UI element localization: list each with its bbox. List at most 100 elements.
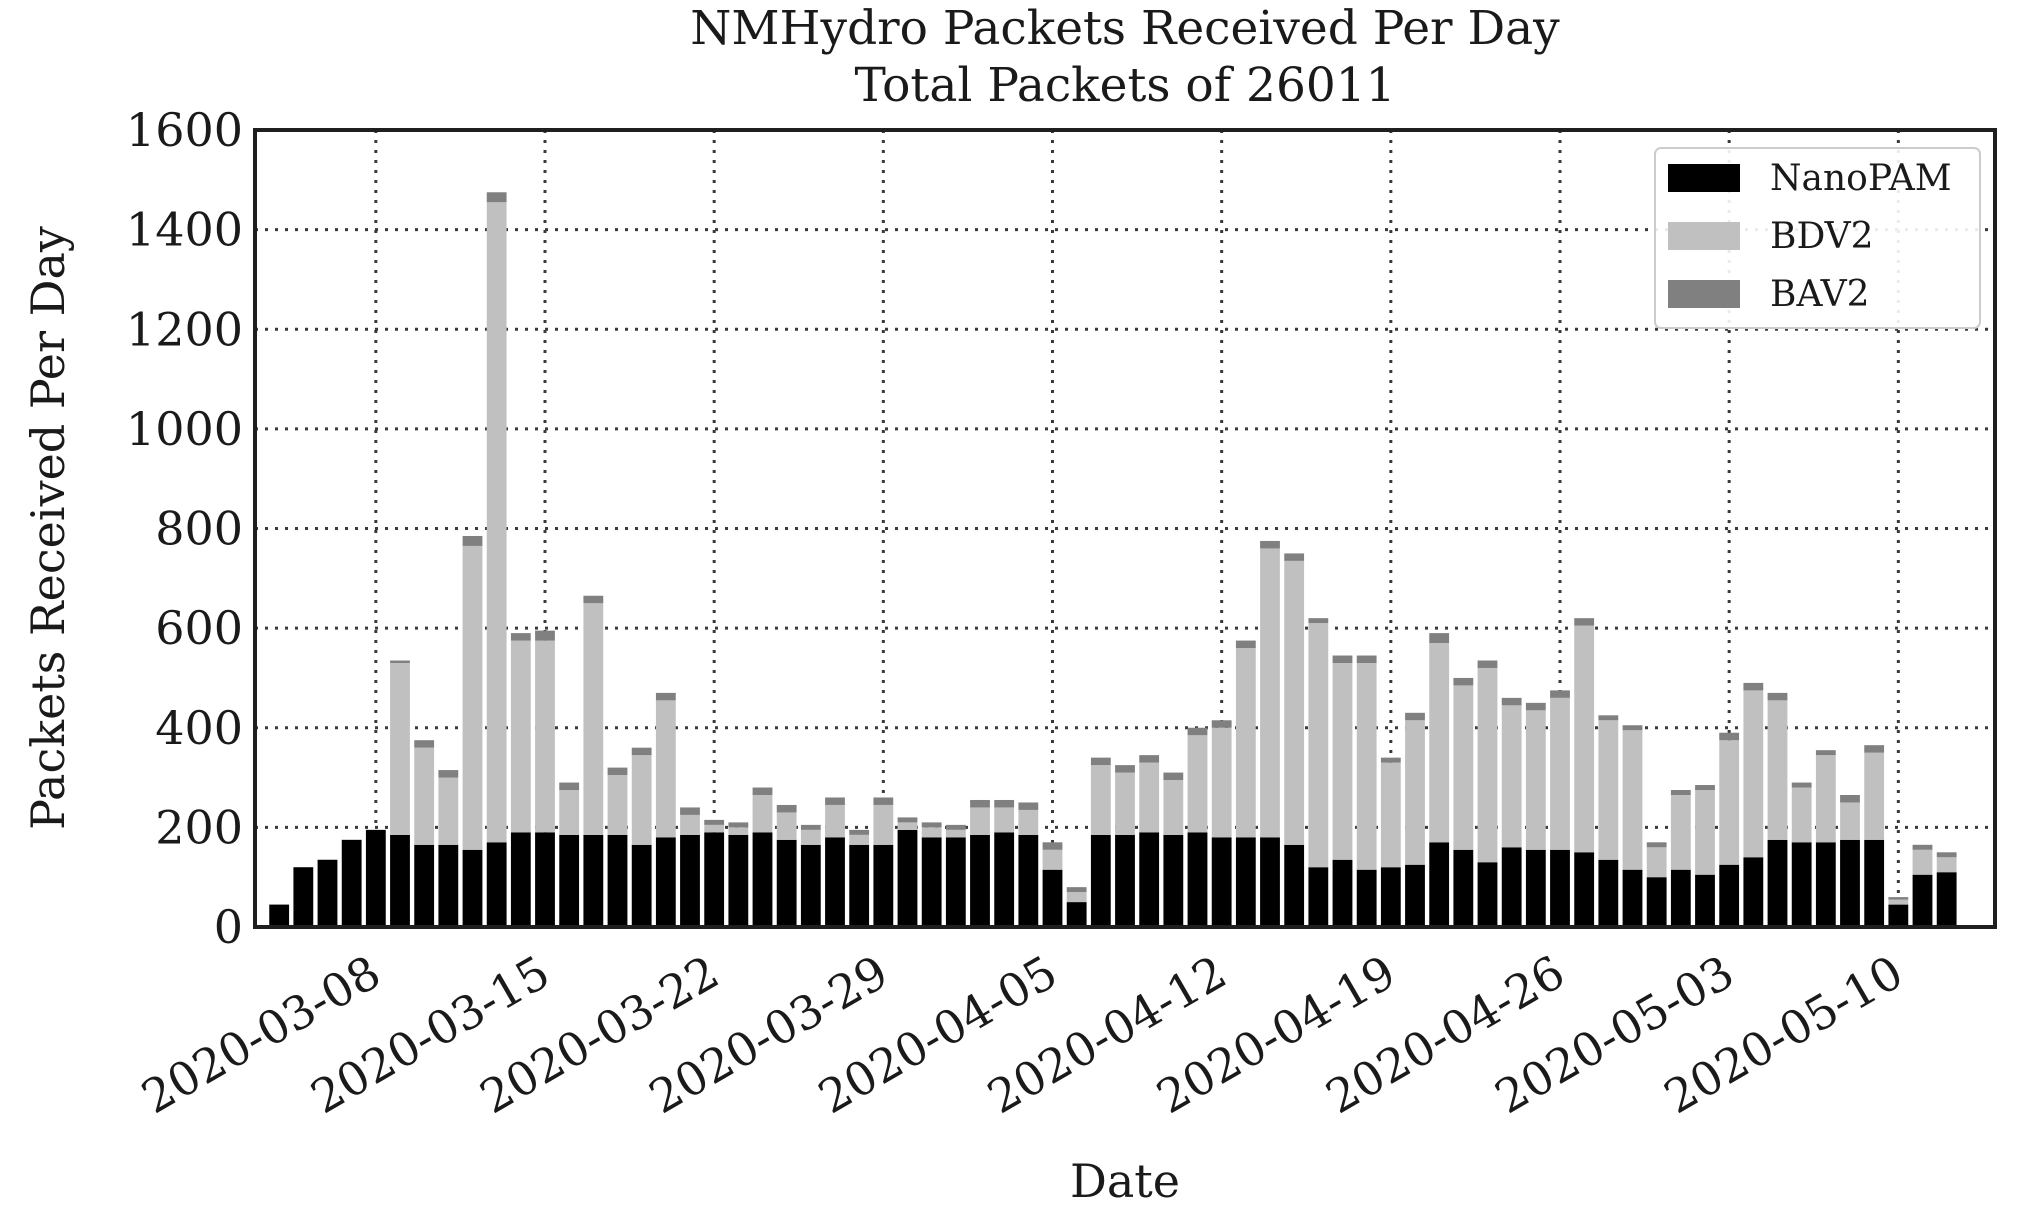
bar-bdv2 <box>1356 662 1377 870</box>
bar-bav2 <box>655 692 676 701</box>
bar-bav2 <box>1163 772 1184 781</box>
bar-nanopam <box>390 834 410 927</box>
bar-bdv2 <box>800 829 821 845</box>
bar-nanopam <box>1405 864 1425 927</box>
bar-bav2 <box>1042 842 1063 850</box>
bar-nanopam <box>1791 842 1812 927</box>
bar-nanopam <box>293 867 314 927</box>
bar-bdv2 <box>1332 662 1353 860</box>
bar-bav2 <box>776 804 797 813</box>
bar-bav2 <box>825 797 845 805</box>
bar-bav2 <box>486 192 507 203</box>
bar-bav2 <box>535 630 555 641</box>
bar-nanopam <box>897 829 918 927</box>
bar-nanopam <box>873 844 894 927</box>
bar-bdv2 <box>1791 787 1812 843</box>
bar-nanopam <box>583 834 604 927</box>
x-tick-labels: 2020-03-082020-03-152020-03-222020-03-29… <box>133 945 1912 1124</box>
bars <box>269 192 1957 927</box>
bar-bav2 <box>1888 897 1909 900</box>
y-tick-label: 1400 <box>126 203 243 257</box>
bar-bav2 <box>752 787 773 795</box>
bar-bav2 <box>704 819 725 825</box>
bar-nanopam <box>1864 839 1885 927</box>
y-axis-label: Packets Received Per Day <box>21 226 75 830</box>
bar-bdv2 <box>1139 762 1160 833</box>
bar-nanopam <box>1743 857 1764 927</box>
y-tick-labels: 0 200 400 600 800 1000 1200 1400 1600 <box>126 103 243 954</box>
bar-bdv2 <box>921 827 942 838</box>
bar-bdv2 <box>1574 625 1595 853</box>
bar-bdv2 <box>655 700 676 838</box>
bar-bav2 <box>1356 655 1377 663</box>
bar-nanopam <box>1646 877 1667 927</box>
bar-bav2 <box>414 740 435 748</box>
bar-bdv2 <box>1115 772 1135 835</box>
bar-bav2 <box>1235 640 1256 649</box>
bar-bav2 <box>1018 802 1039 810</box>
bar-nanopam <box>341 839 362 927</box>
bar-bdv2 <box>1405 720 1425 865</box>
bar-nanopam <box>1453 849 1474 927</box>
bar-bdv2 <box>704 824 725 833</box>
bar-nanopam <box>1429 842 1450 927</box>
bar-nanopam <box>655 837 676 927</box>
bar-bdv2 <box>1501 705 1522 848</box>
bar-bdv2 <box>438 777 459 845</box>
bar-bdv2 <box>1525 710 1546 850</box>
legend-swatch-bdv2 <box>1668 222 1740 250</box>
bar-bdv2 <box>631 755 652 845</box>
chart-title: NMHydro Packets Received Per Day <box>690 1 1560 56</box>
bar-bdv2 <box>1767 700 1788 840</box>
bar-bav2 <box>1332 655 1353 663</box>
bar-bav2 <box>1550 690 1570 698</box>
bar-nanopam <box>1090 834 1111 927</box>
bar-bdv2 <box>1550 697 1570 850</box>
legend-swatch-nanopam <box>1668 164 1740 192</box>
bar-nanopam <box>1695 874 1715 927</box>
bar-bav2 <box>680 807 700 815</box>
bar-nanopam <box>1332 859 1353 927</box>
bar-nanopam <box>1163 834 1184 927</box>
bar-bav2 <box>849 829 870 835</box>
bar-bav2 <box>438 770 459 778</box>
bar-bav2 <box>1211 720 1232 728</box>
bar-bav2 <box>1284 553 1305 561</box>
bar-bav2 <box>1477 660 1498 668</box>
bar-nanopam <box>1235 837 1256 927</box>
bar-bdv2 <box>994 807 1015 833</box>
bar-bav2 <box>994 799 1015 808</box>
y-tick-label: 1600 <box>126 103 243 157</box>
bar-bdv2 <box>897 822 918 830</box>
bar-nanopam <box>1115 834 1135 927</box>
bar-nanopam <box>1356 869 1377 927</box>
bar-nanopam <box>752 832 773 927</box>
bar-bav2 <box>559 782 580 791</box>
bar-bav2 <box>607 767 628 776</box>
bar-bdv2 <box>945 829 966 838</box>
bar-bdv2 <box>1453 685 1474 850</box>
bar-nanopam <box>849 844 870 927</box>
bar-bav2 <box>897 817 918 823</box>
bar-nanopam <box>1550 849 1570 927</box>
bar-bdv2 <box>1888 899 1909 905</box>
bar-nanopam <box>1936 872 1957 927</box>
bar-bav2 <box>462 535 483 546</box>
bar-bav2 <box>945 824 966 830</box>
bar-bav2 <box>1090 757 1111 766</box>
bar-nanopam <box>680 834 700 927</box>
bar-nanopam <box>607 834 628 927</box>
bar-nanopam <box>825 837 845 927</box>
bar-bdv2 <box>1187 735 1208 833</box>
bar-bav2 <box>1767 692 1788 701</box>
y-tick-label: 600 <box>155 601 243 655</box>
bar-bdv2 <box>1743 690 1764 858</box>
bar-bdv2 <box>1646 847 1667 878</box>
bar-nanopam <box>1380 867 1401 927</box>
bar-nanopam <box>1815 842 1836 927</box>
bar-bav2 <box>1719 732 1740 741</box>
bar-bav2 <box>631 747 652 756</box>
bar-bav2 <box>1622 725 1643 731</box>
bar-nanopam <box>414 844 435 927</box>
bar-bav2 <box>390 660 410 663</box>
